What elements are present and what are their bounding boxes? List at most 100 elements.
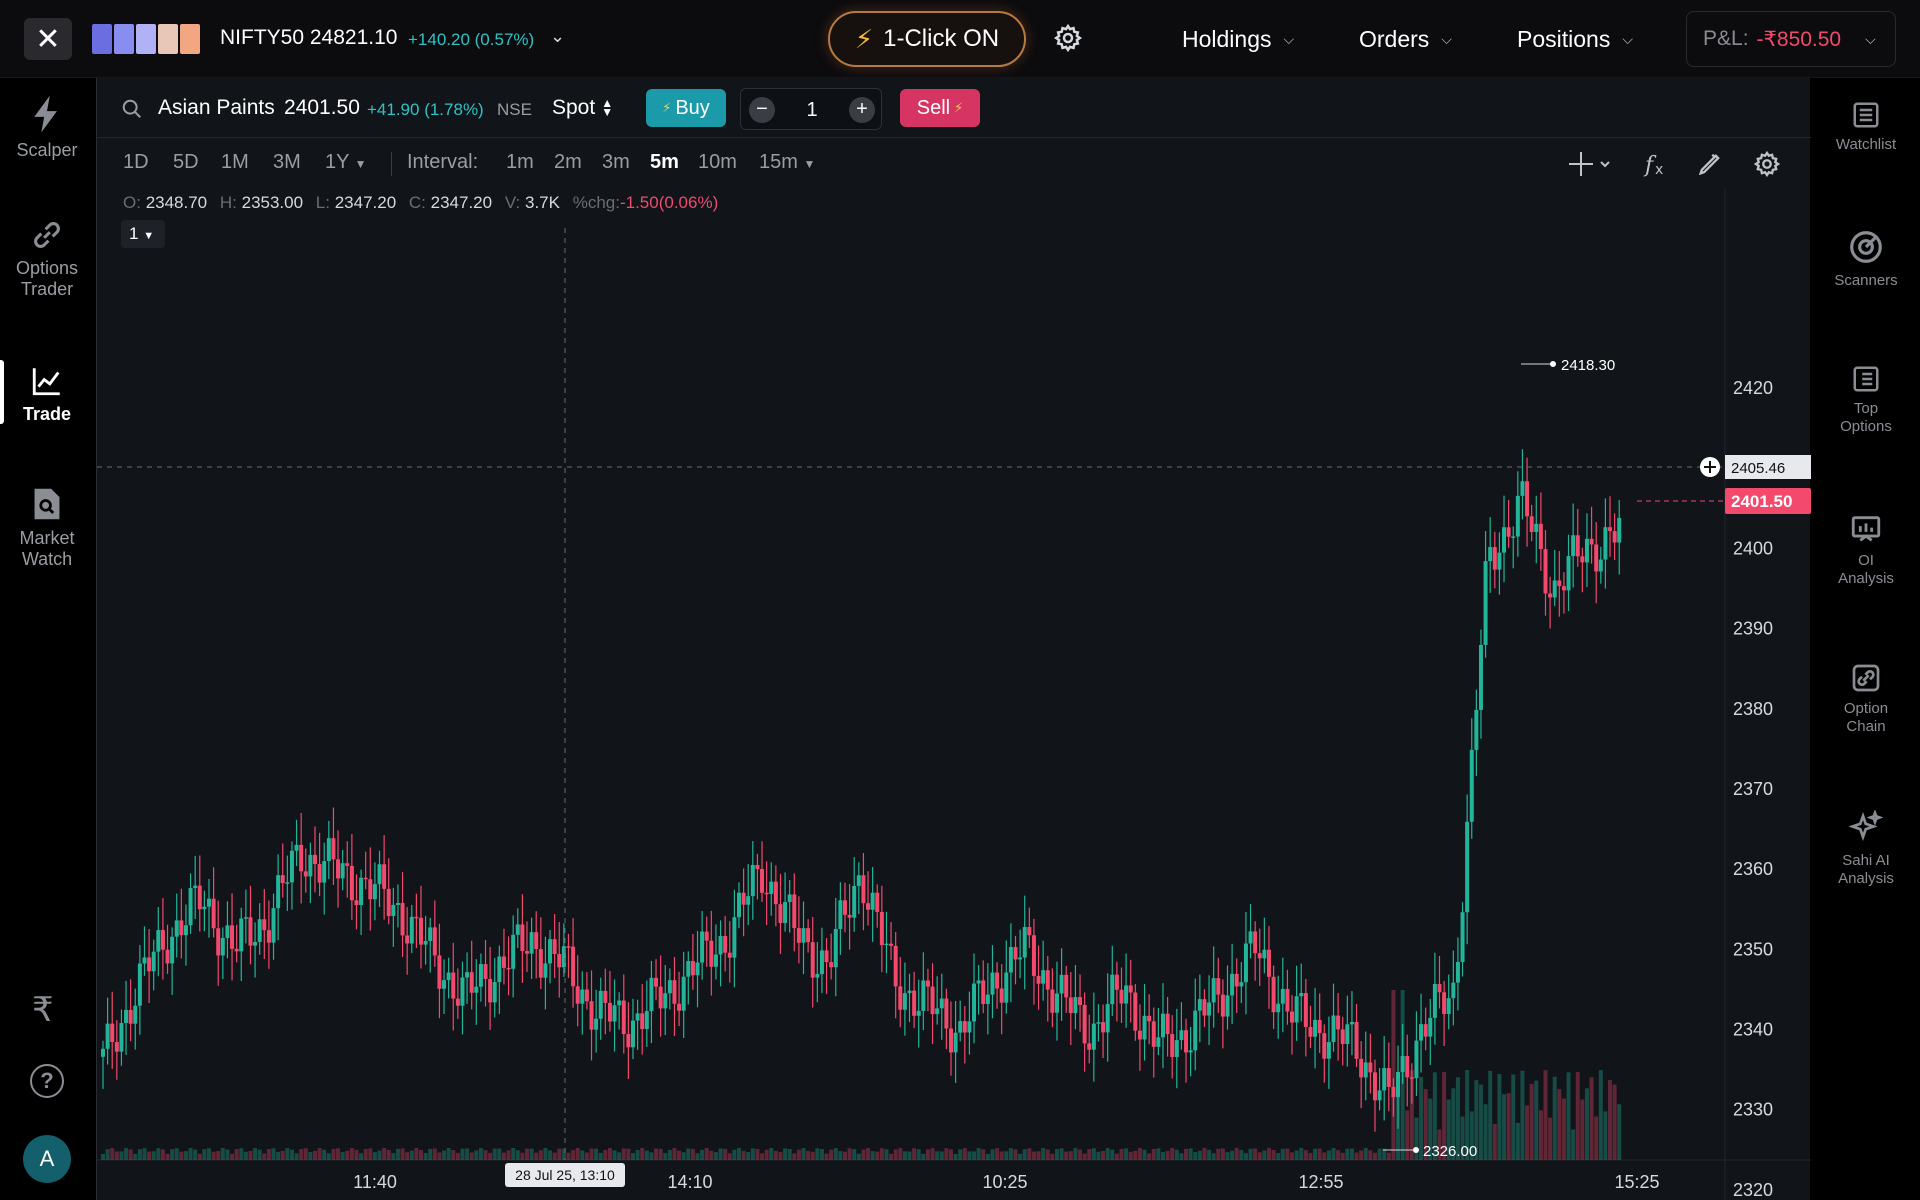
candle-body: [1584, 538, 1589, 563]
volume-bar: [1193, 1152, 1198, 1160]
chevron-down-icon: ⌵: [1441, 31, 1452, 47]
volume-bar: [174, 1148, 179, 1160]
candle-body: [1571, 535, 1576, 557]
volume-bar: [1303, 1150, 1308, 1160]
candle-body: [644, 1011, 649, 1030]
volume-bar: [1469, 1111, 1474, 1160]
volume-bar: [594, 1148, 599, 1160]
sidebar-item-scalper[interactable]: Scalper: [0, 94, 94, 161]
interval-1m[interactable]: 1m: [506, 151, 534, 173]
range-1d[interactable]: 1D: [123, 151, 149, 173]
volume-bar: [566, 1152, 571, 1160]
candle-body: [220, 938, 225, 956]
chart-line-icon: [32, 368, 60, 396]
candle-body: [1271, 976, 1276, 1013]
candle-body: [1087, 1043, 1092, 1050]
buy-label: Buy: [675, 96, 710, 119]
pane-selector[interactable]: 1 ▼: [121, 220, 165, 248]
volume-bar: [548, 1150, 553, 1160]
plus-icon[interactable]: +: [849, 97, 875, 123]
sidebar-item-top-options[interactable]: Top Options: [1812, 364, 1920, 436]
candle-body: [234, 948, 239, 952]
volume-bar: [999, 1151, 1004, 1160]
candle-body: [266, 930, 271, 943]
index-name[interactable]: NIFTY50 24821.10: [220, 26, 398, 49]
range-5d[interactable]: 5D: [173, 151, 199, 173]
sidebar-item-sahi-ai[interactable]: Sahi AI Analysis: [1812, 810, 1920, 888]
sidebar-item-options-trader[interactable]: Options Trader: [0, 218, 94, 300]
search-icon[interactable]: [121, 98, 143, 120]
volume-bar: [428, 1148, 433, 1160]
candle-body: [1446, 998, 1451, 1014]
price-chart[interactable]: 2420241024002390238023702360235023402330…: [97, 78, 1811, 1200]
range-1y[interactable]: 1Y ▼: [325, 151, 367, 174]
volume-bar: [101, 1154, 105, 1160]
range-3m[interactable]: 3M: [273, 151, 301, 173]
volume-bar: [690, 1148, 695, 1160]
volume-bar: [326, 1153, 331, 1160]
buy-button[interactable]: ⚡ Buy: [646, 89, 726, 127]
rupee-icon[interactable]: ₹: [32, 991, 54, 1029]
range-1m[interactable]: 1M: [221, 151, 249, 173]
candle-body: [787, 894, 792, 903]
interval-5m[interactable]: 5m: [650, 151, 679, 173]
low-label: 2326.00: [1423, 1143, 1477, 1160]
candle-body: [732, 917, 737, 958]
draw-icon[interactable]: [1695, 150, 1725, 178]
volume-bar: [898, 1148, 903, 1160]
minus-icon[interactable]: −: [749, 97, 775, 123]
avatar[interactable]: A: [23, 1135, 71, 1183]
gear-icon[interactable]: [1753, 150, 1781, 178]
nav-orders[interactable]: Orders ⌵: [1359, 26, 1452, 53]
volume-bar: [1363, 1148, 1368, 1160]
sidebar-item-market-watch[interactable]: Market Watch: [0, 486, 94, 570]
stock-name[interactable]: Asian Paints: [158, 96, 275, 119]
interval-10m[interactable]: 10m: [698, 151, 737, 173]
sell-button[interactable]: Sell ⚡: [900, 89, 980, 127]
volume-bar: [985, 1153, 990, 1160]
volume-bar: [506, 1150, 511, 1160]
pnl-dropdown[interactable]: P&L: -₹850.50 ⌵: [1686, 11, 1896, 67]
candle-body: [1451, 982, 1456, 999]
volume-bar: [1598, 1070, 1603, 1160]
sidebar-item-option-chain[interactable]: Option Chain: [1812, 662, 1920, 736]
candle-body: [1031, 935, 1036, 976]
quantity-stepper[interactable]: − 1 +: [740, 88, 882, 130]
mode-select[interactable]: Spot ▲ ▼: [552, 96, 613, 120]
interval-2m[interactable]: 2m: [554, 151, 582, 173]
volume-bar: [750, 1148, 755, 1160]
chevron-down-icon[interactable]: ⌄: [550, 26, 566, 46]
volume-bar: [1428, 1098, 1433, 1160]
chart-panel: 2420241024002390238023702360235023402330…: [96, 78, 1811, 1200]
y-tick-label: 2420: [1733, 378, 1773, 398]
nav-holdings[interactable]: Holdings ⌵: [1182, 26, 1294, 53]
candle-body: [1239, 982, 1244, 987]
settings-button[interactable]: [1050, 20, 1086, 56]
volume-bar: [1488, 1070, 1493, 1160]
volume-bar: [1543, 1070, 1548, 1160]
volume-bar: [981, 1149, 986, 1160]
candle-body: [1041, 970, 1046, 984]
close-button[interactable]: ✕: [24, 18, 72, 60]
y-tick-label: 2400: [1733, 538, 1773, 558]
candle-body: [128, 1009, 133, 1024]
volume-bar: [119, 1151, 124, 1160]
volume-bar: [640, 1148, 645, 1160]
sidebar-item-trade[interactable]: Trade: [0, 364, 94, 425]
help-icon[interactable]: ?: [30, 1064, 64, 1098]
candle-body: [810, 942, 815, 978]
one-click-toggle[interactable]: ⚡ 1-Click ON: [828, 11, 1026, 67]
volume-bar: [1442, 1072, 1447, 1160]
crosshair-icon[interactable]: [1567, 150, 1615, 178]
volume-bar: [202, 1149, 207, 1160]
quantity-input[interactable]: 1: [806, 99, 818, 121]
interval-15m[interactable]: 15m ▼: [759, 151, 815, 174]
sidebar-item-watchlist[interactable]: Watchlist: [1812, 100, 1920, 154]
sidebar-item-scanners[interactable]: Scanners: [1812, 228, 1920, 290]
nav-positions[interactable]: Positions ⌵: [1517, 26, 1633, 53]
y-tick-label: 2360: [1733, 859, 1773, 879]
sidebar-item-oi-analysis[interactable]: OI Analysis: [1812, 512, 1920, 588]
volume-bar: [1561, 1098, 1566, 1160]
interval-3m[interactable]: 3m: [602, 151, 630, 173]
